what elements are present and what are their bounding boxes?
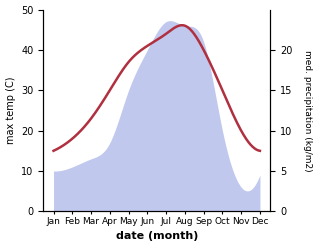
Y-axis label: med. precipitation (kg/m2): med. precipitation (kg/m2) bbox=[303, 50, 313, 171]
Y-axis label: max temp (C): max temp (C) bbox=[5, 77, 16, 144]
X-axis label: date (month): date (month) bbox=[115, 231, 198, 242]
